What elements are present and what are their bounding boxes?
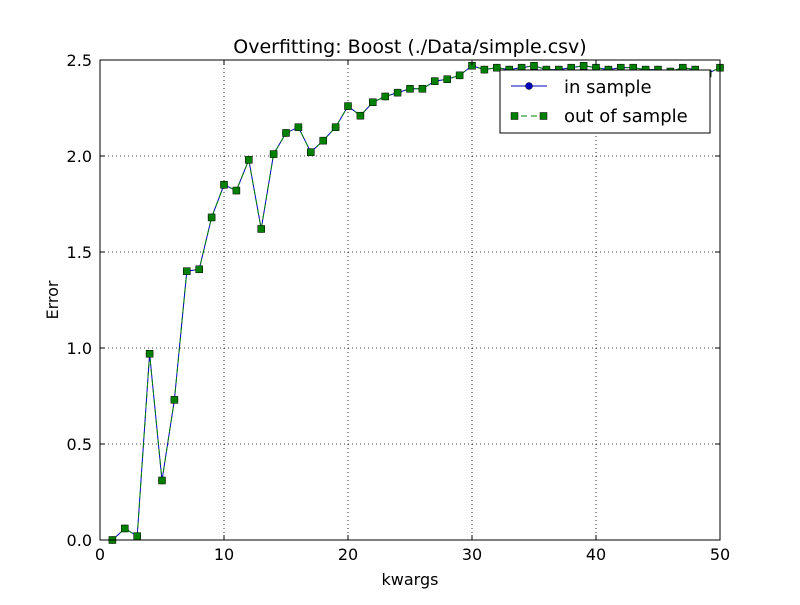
data-point-out-of-sample xyxy=(245,156,253,164)
data-point-out-of-sample xyxy=(220,181,228,189)
data-point-out-of-sample xyxy=(418,85,427,93)
data-point-out-of-sample xyxy=(480,65,489,74)
legend-entry-in-sample: in sample xyxy=(511,77,652,98)
y-tick-label: 2.0 xyxy=(67,147,92,166)
data-point-out-of-sample xyxy=(369,98,377,106)
data-point-out-of-sample xyxy=(294,123,303,131)
y-tick-label: 1.0 xyxy=(67,339,92,358)
legend: in sample out of sample xyxy=(499,69,711,134)
data-point-out-of-sample xyxy=(443,75,451,83)
data-point-out-of-sample xyxy=(356,111,365,120)
legend-label-in-sample: in sample xyxy=(564,77,652,98)
series-layer xyxy=(108,62,724,544)
data-point-out-of-sample xyxy=(381,92,389,101)
data-point-out-of-sample xyxy=(431,77,439,85)
data-point-out-of-sample xyxy=(257,225,265,233)
legend-marker-out-of-sample xyxy=(510,112,519,120)
grid xyxy=(100,60,720,540)
x-tick-label: 10 xyxy=(214,545,234,564)
x-tick-label: 40 xyxy=(586,545,606,564)
data-point-out-of-sample xyxy=(170,396,179,404)
ticks: 0 10 20 30 40 50 0.0 0.5 1.0 1.5 2.0 2.5 xyxy=(67,51,731,564)
y-tick-label: 2.5 xyxy=(67,51,92,70)
data-point-out-of-sample xyxy=(319,136,327,145)
y-axis-label: Error xyxy=(43,280,62,319)
data-point-out-of-sample xyxy=(145,350,154,358)
data-point-out-of-sample xyxy=(530,62,538,70)
series-line-out-of-sample xyxy=(112,65,721,541)
series-in-sample xyxy=(108,62,724,544)
data-point-out-of-sample xyxy=(406,85,414,93)
x-tick-label: 50 xyxy=(710,545,730,564)
data-point-out-of-sample xyxy=(307,148,315,156)
data-point-out-of-sample xyxy=(455,71,464,80)
y-tick-label: 0.0 xyxy=(67,531,92,550)
series-out-of-sample xyxy=(108,62,724,544)
x-tick-label: 0 xyxy=(95,545,105,564)
legend-marker-out-of-sample xyxy=(539,112,548,120)
data-point-out-of-sample xyxy=(158,476,166,485)
legend-label-out-of-sample: out of sample xyxy=(564,106,688,127)
chart-title: Overfitting: Boost (./Data/simple.csv) xyxy=(233,36,586,58)
y-tick-label: 0.5 xyxy=(67,435,92,454)
x-tick-label: 30 xyxy=(462,545,482,564)
data-point-out-of-sample xyxy=(207,213,216,222)
legend-box xyxy=(499,69,711,134)
y-tick-label: 1.5 xyxy=(67,243,92,262)
data-point-out-of-sample xyxy=(579,62,588,70)
data-point-out-of-sample xyxy=(282,129,290,137)
data-point-out-of-sample xyxy=(133,532,141,540)
data-point-out-of-sample xyxy=(232,186,241,195)
data-point-out-of-sample xyxy=(269,150,278,158)
x-axis-label: kwargs xyxy=(382,570,439,589)
plot-frame xyxy=(99,59,721,541)
x-tick-label: 20 xyxy=(338,545,358,564)
legend-entry-out-of-sample: out of sample xyxy=(510,106,688,127)
data-point-out-of-sample xyxy=(493,63,501,72)
data-point-out-of-sample xyxy=(344,102,352,110)
legend-marker-in-sample xyxy=(525,82,533,90)
data-point-out-of-sample xyxy=(331,123,340,131)
data-point-out-of-sample xyxy=(393,88,402,97)
data-point-out-of-sample xyxy=(195,265,203,274)
series-line-in-sample xyxy=(112,65,721,541)
data-point-out-of-sample xyxy=(183,267,191,275)
data-point-out-of-sample xyxy=(121,524,129,533)
